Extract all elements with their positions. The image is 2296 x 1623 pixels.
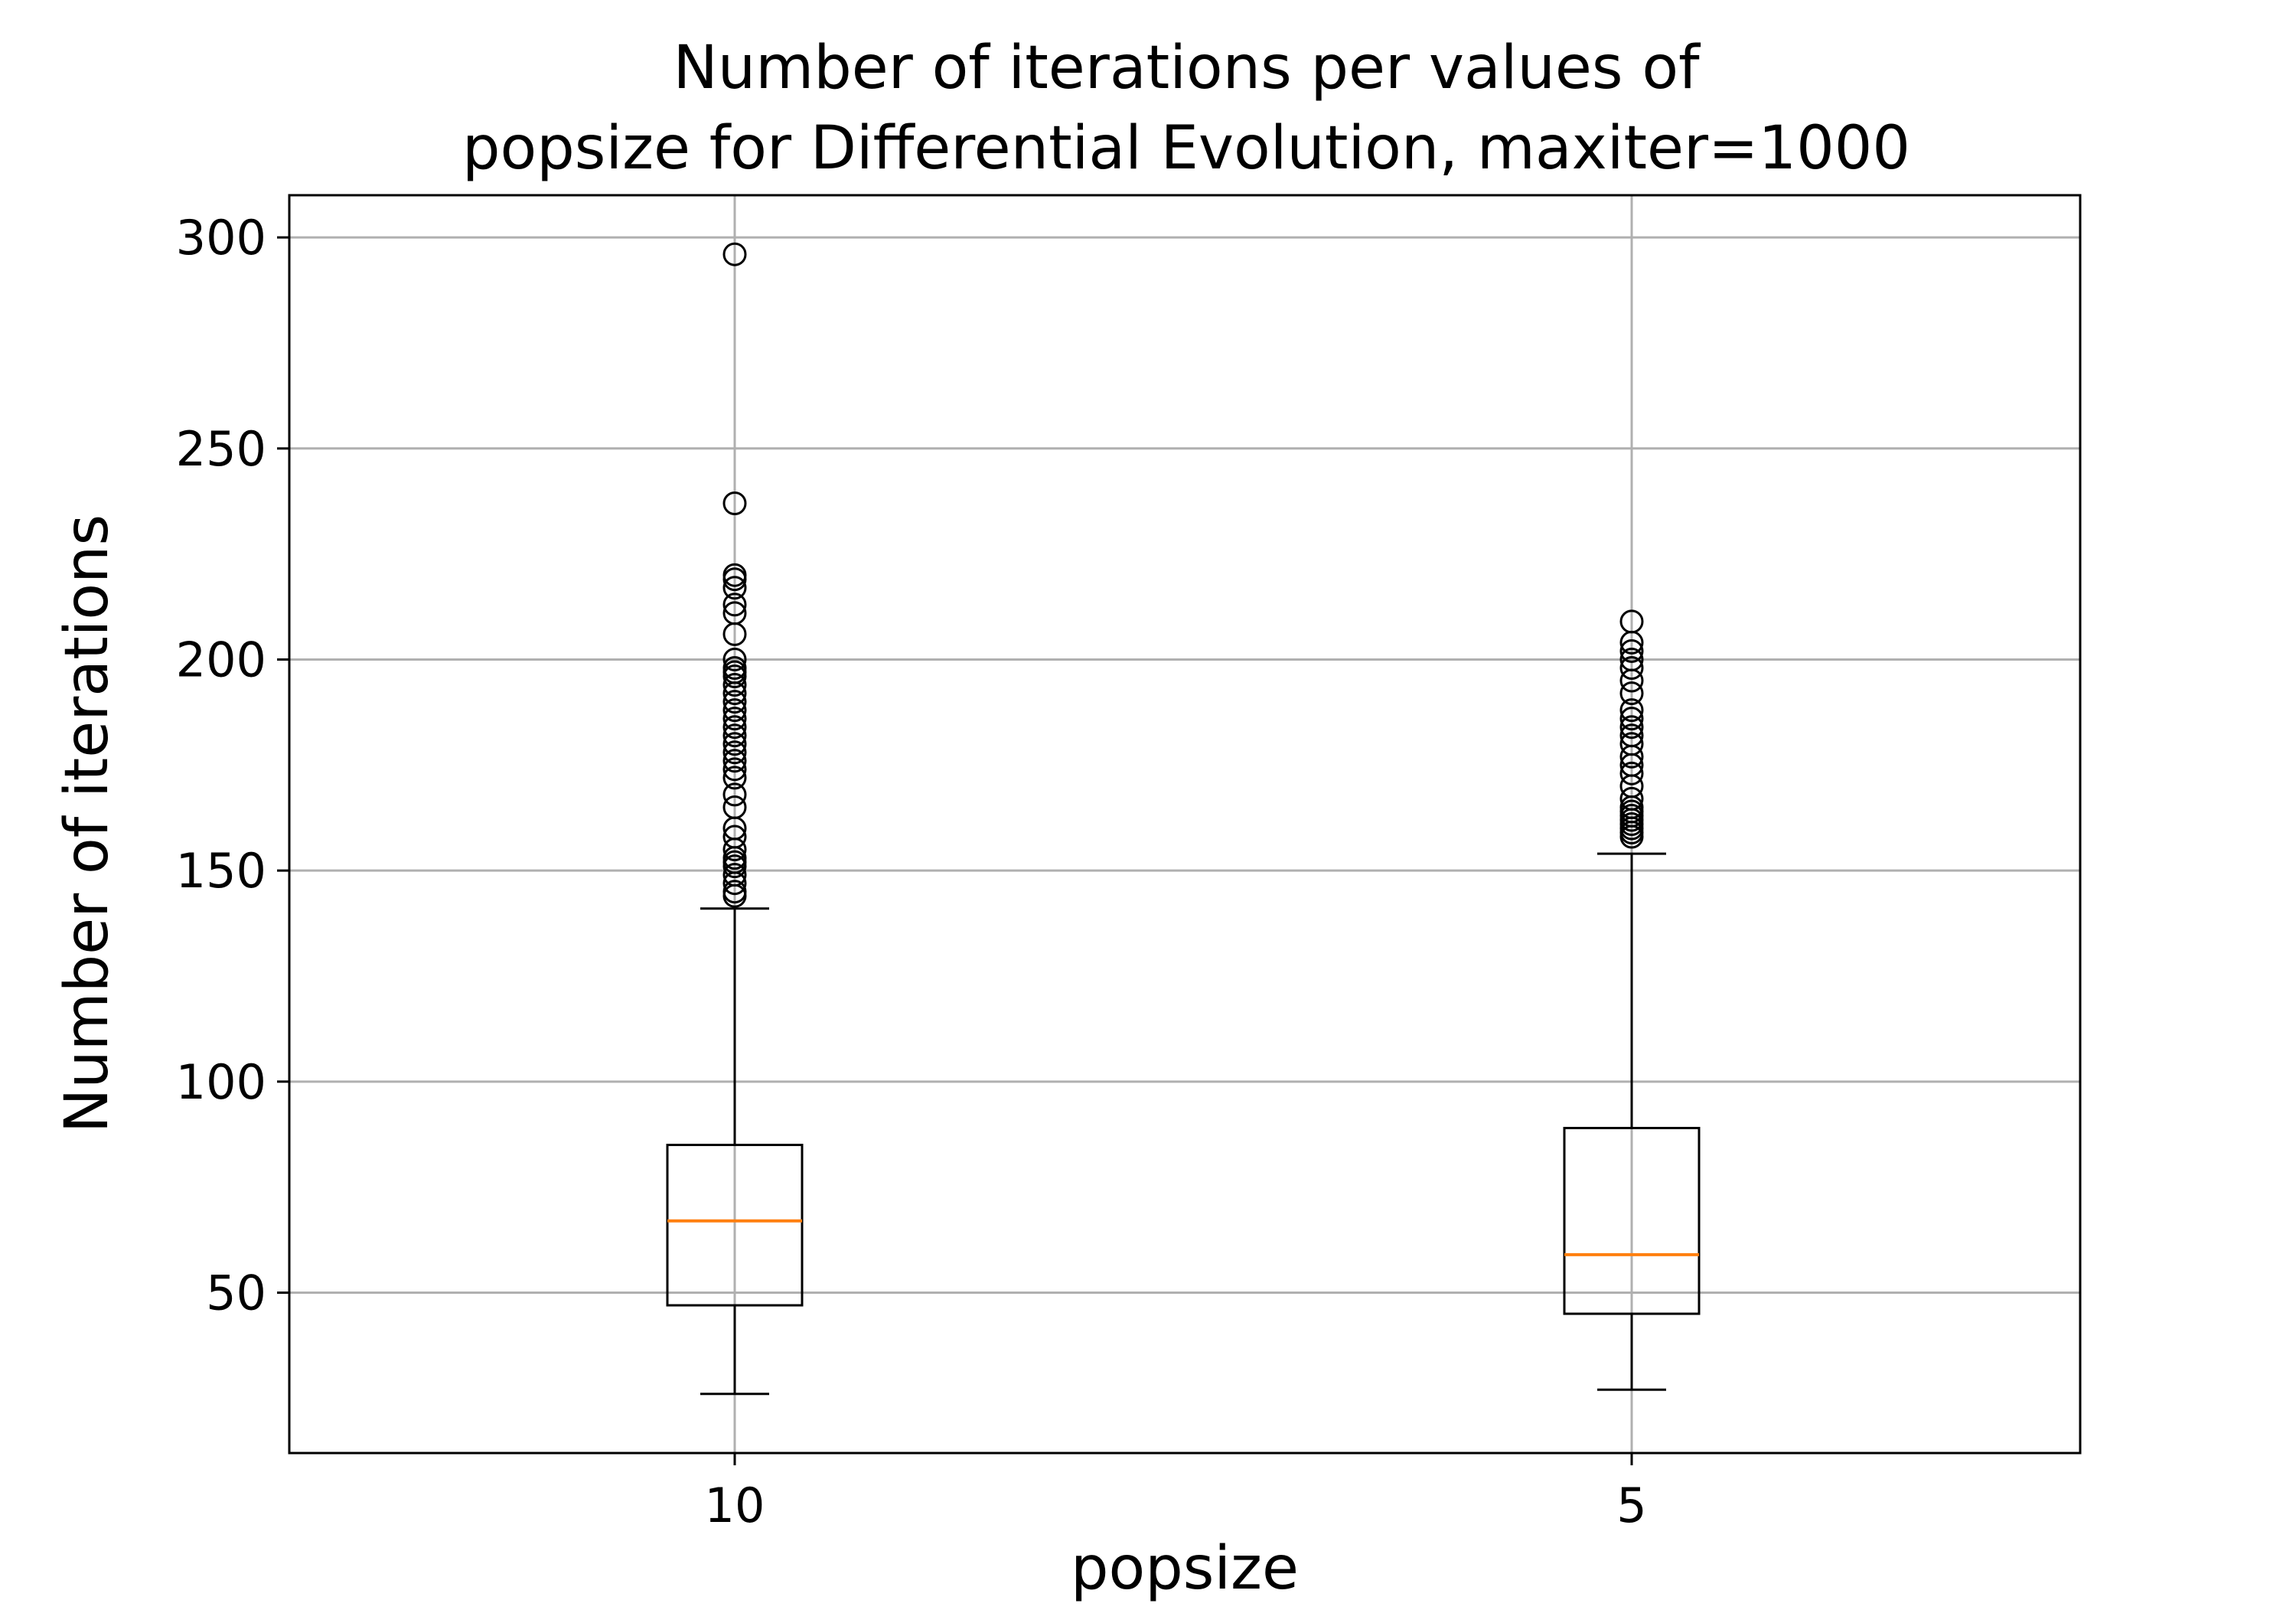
y-tick-label: 100 xyxy=(176,1054,266,1110)
iqr-box xyxy=(1563,1126,1701,1315)
outlier-point xyxy=(1619,707,1644,731)
outlier-point xyxy=(1619,609,1644,634)
y-tick-label: 300 xyxy=(176,210,266,266)
y-tick-label: 150 xyxy=(176,843,266,899)
x-tick-label: 5 xyxy=(1616,1478,1646,1533)
outlier-point xyxy=(722,601,747,625)
y-tick-label: 250 xyxy=(176,421,266,477)
outlier-point xyxy=(722,673,747,697)
outlier-point xyxy=(722,723,747,748)
outlier-point xyxy=(722,782,747,807)
outlier-point xyxy=(722,795,747,819)
outlier-point xyxy=(722,563,747,587)
outlier-point xyxy=(722,863,747,887)
chart-title-line-1: Number of iterations per values of xyxy=(673,34,1701,103)
outlier-point xyxy=(1619,761,1644,785)
outlier-point xyxy=(1619,647,1644,671)
outlier-point xyxy=(1619,638,1644,663)
outlier-point xyxy=(722,825,747,849)
outlier-point xyxy=(722,576,747,600)
box-10 xyxy=(666,242,804,1396)
outlier-point xyxy=(1619,786,1644,811)
outlier-point xyxy=(1619,715,1644,740)
outlier-point xyxy=(722,766,747,790)
outlier-point xyxy=(722,715,747,740)
outlier-point xyxy=(1619,723,1644,748)
outlier-point xyxy=(722,242,747,266)
plot-area-frame xyxy=(288,194,2082,1455)
outlier-point xyxy=(1619,732,1644,756)
outlier-point xyxy=(1619,656,1644,681)
x-axis-label: popsize xyxy=(1071,1534,1299,1603)
outlier-point xyxy=(1619,698,1644,723)
grid-lines xyxy=(289,195,2080,1453)
outlier-point xyxy=(722,593,747,617)
iqr-box xyxy=(666,1144,804,1307)
outlier-point xyxy=(722,656,747,681)
x-axis-ticks: 10 5 xyxy=(705,1453,1647,1533)
outlier-point xyxy=(722,757,747,782)
outlier-point xyxy=(722,690,747,714)
outlier-point xyxy=(722,647,747,671)
outlier-point xyxy=(722,707,747,731)
outlier-point xyxy=(722,740,747,765)
box-5 xyxy=(1563,609,1701,1391)
y-axis-ticks: 50 100 150 200 250 300 xyxy=(176,210,289,1321)
y-tick-label: 200 xyxy=(176,632,266,687)
y-tick-label: 50 xyxy=(206,1265,266,1321)
outlier-point xyxy=(722,880,747,904)
outlier-point xyxy=(722,749,747,773)
outlier-point xyxy=(722,698,747,723)
box-plot-boxes xyxy=(666,242,1701,1396)
outlier-point xyxy=(722,732,747,756)
x-tick-label: 10 xyxy=(705,1478,765,1533)
outlier-point xyxy=(722,491,747,515)
y-axis-label: Number of iterations xyxy=(53,514,122,1133)
outlier-point xyxy=(1619,681,1644,706)
chart-title-line-2: popsize for Differential Evolution, maxi… xyxy=(462,114,1910,183)
